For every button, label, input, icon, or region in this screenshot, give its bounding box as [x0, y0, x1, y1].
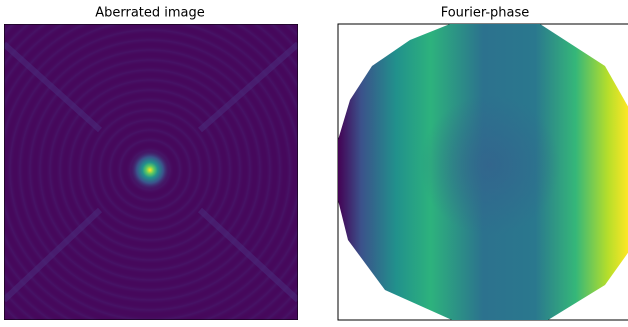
- streak: [4, 41, 103, 133]
- phase-shade: [338, 24, 628, 320]
- streak: [197, 207, 298, 303]
- phase-image: [337, 23, 628, 321]
- streak: [198, 41, 298, 133]
- streak: [4, 207, 103, 303]
- core: [128, 148, 172, 192]
- panel-title: Aberrated image: [95, 6, 205, 21]
- panel-title: Fourier-phase: [441, 6, 530, 21]
- aberrated-image: [4, 24, 298, 320]
